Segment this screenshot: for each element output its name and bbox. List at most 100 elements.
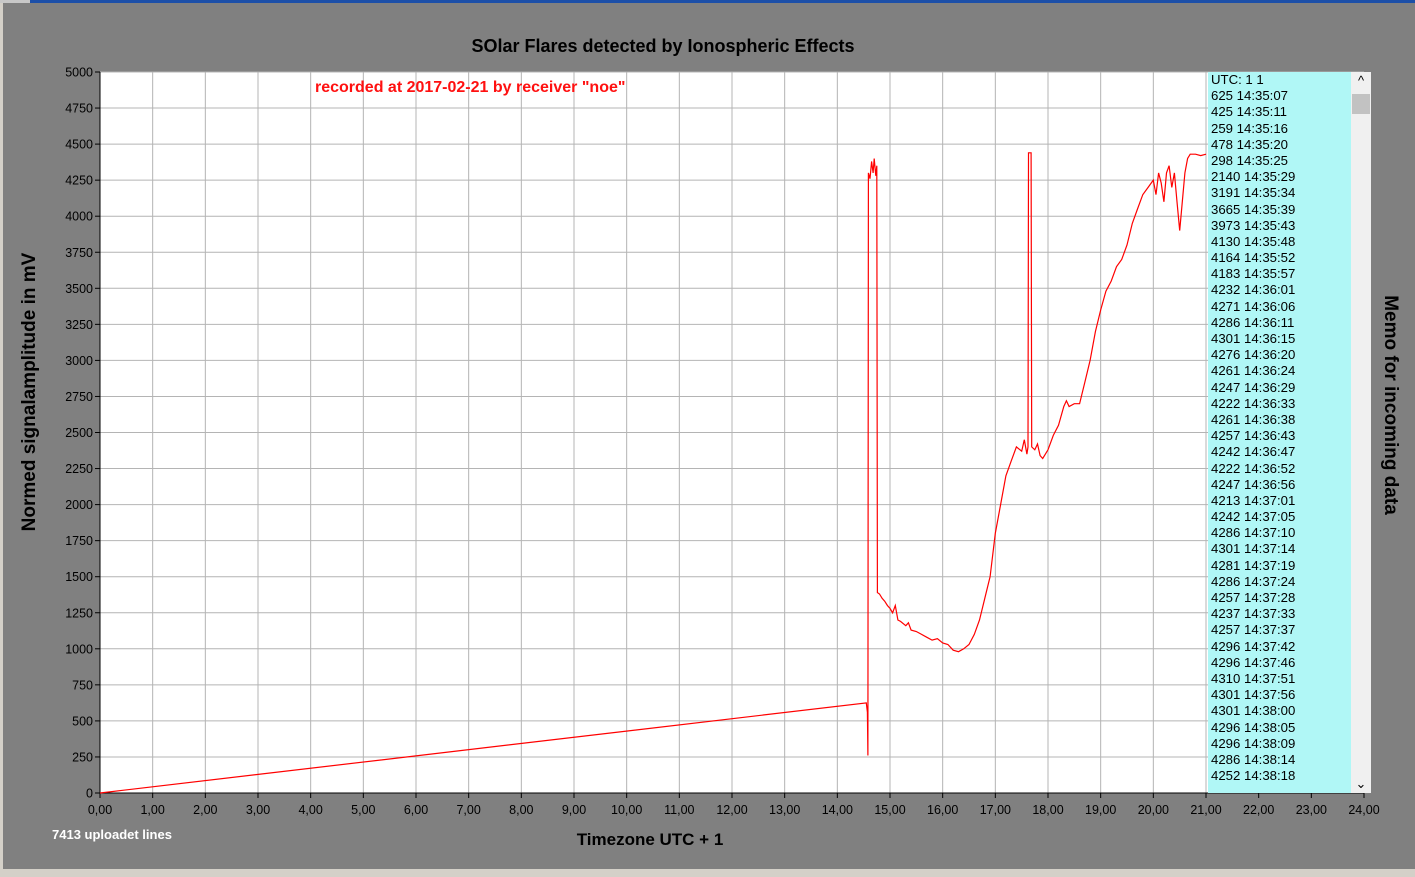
y-tick-label: 2750: [65, 390, 93, 404]
memo-line: 4257 14:37:37: [1211, 622, 1296, 638]
memo-line: 4222 14:36:33: [1211, 395, 1296, 411]
x-tick-label: 5,00: [351, 803, 375, 817]
x-tick-label: 6,00: [404, 803, 428, 817]
x-tick-label: 0,00: [88, 803, 112, 817]
tick-labels: 0,00 1,00 2,00 3,00 4,00 5,00 6,00 7,00 8,00 9,00…: [65, 66, 1380, 818]
signal-series-line: [99, 152, 1207, 794]
x-tick-label: 23,00: [1296, 803, 1327, 817]
scroll-thumb[interactable]: [1352, 94, 1370, 114]
memo-line: 4301 14:36:15: [1211, 331, 1296, 346]
x-tick-label: 19,00: [1085, 803, 1116, 817]
memo-line: 4261 14:36:24: [1211, 363, 1296, 379]
memo-line: 4247 14:36:29: [1211, 379, 1296, 395]
memo-line: 4301 14:37:14: [1211, 541, 1296, 557]
memo-line: 259 14:35:16: [1211, 120, 1289, 136]
x-tick-label: 21,00: [1190, 803, 1221, 817]
memo-line: 4130 14:35:48: [1211, 233, 1296, 249]
window-icon: [0, 0, 30, 3]
memo-line: 4296 14:38:05: [1211, 719, 1296, 735]
x-tick-label: 11,00: [664, 803, 694, 817]
x-tick-label: 10,00: [611, 803, 642, 817]
memo-line: UTC: 1 1: [1211, 72, 1264, 87]
memo-panel[interactable]: UTC: 1 1 625 14:35:07 425 14:35:11 259 14:3…: [1208, 72, 1371, 793]
y-tick-label: 1750: [65, 534, 93, 548]
memo-line: 4296 14:38:09: [1211, 735, 1296, 751]
x-tick-label: 24,00: [1348, 803, 1379, 817]
x-tick-label: 20,00: [1138, 803, 1169, 817]
memo-line: 4247 14:36:56: [1211, 476, 1296, 492]
memo-line: 4310 14:37:51: [1211, 670, 1296, 686]
y-tick-label: 3000: [65, 354, 93, 368]
window-frame-left: [0, 3, 3, 877]
x-tick-label: 15,00: [874, 803, 905, 817]
x-tick-label: 18,00: [1032, 803, 1063, 817]
window-frame-bottom: [0, 869, 1415, 877]
x-tick-label: 4,00: [298, 803, 322, 817]
y-tick-label: 0: [86, 787, 93, 801]
memo-line: 4286 14:36:11: [1211, 314, 1295, 330]
y-tick-label: 500: [72, 714, 93, 728]
scroll-down-arrow-icon[interactable]: ⌄: [1355, 776, 1367, 791]
memo-line: 625 14:35:07: [1211, 88, 1289, 104]
x-tick-label: 8,00: [509, 803, 533, 817]
y-tick-label: 250: [72, 750, 93, 764]
x-tick-label: 1,00: [140, 803, 164, 817]
memo-line: 4301 14:37:56: [1211, 687, 1296, 703]
axes: [95, 71, 1365, 798]
y-tick-label: 2500: [65, 426, 93, 440]
memo-text-list: UTC: 1 1 625 14:35:07 425 14:35:11 259 14:3…: [1211, 72, 1351, 784]
memo-line: 4257 14:37:28: [1211, 590, 1296, 605]
chart-title: SOlar Flares detected by Ionospheric Eff…: [471, 36, 855, 56]
window-title-bar: [0, 0, 1415, 3]
memo-line: 4257 14:36:43: [1211, 428, 1296, 444]
memo-line: 4286 14:38:14: [1211, 751, 1296, 767]
memo-line: 3665 14:35:39: [1211, 201, 1296, 217]
scroll-up-arrow-icon[interactable]: ^: [1357, 73, 1365, 88]
memo-line: 4296 14:37:42: [1211, 638, 1296, 654]
memo-line: 4237 14:37:33: [1211, 606, 1296, 622]
uploaded-lines-status: 7413 uploadet lines: [52, 827, 172, 842]
memo-line: 478 14:35:20: [1211, 136, 1289, 152]
memo-line: 4286 14:37:10: [1211, 525, 1296, 541]
x-tick-label: 14,00: [822, 803, 853, 817]
y-tick-label: 3500: [65, 282, 93, 296]
x-tick-label: 12,00: [716, 803, 747, 817]
memo-line: 4222 14:36:52: [1211, 460, 1296, 476]
x-tick-label: 16,00: [927, 803, 958, 817]
memo-line: 4242 14:37:05: [1211, 509, 1296, 525]
memo-line: 4252 14:38:18: [1211, 768, 1296, 784]
memo-line: 4183 14:35:57: [1211, 266, 1296, 282]
y-tick-label: 4250: [65, 174, 93, 188]
memo-line: 3973 14:35:43: [1211, 217, 1296, 233]
memo-line: 298 14:35:25: [1211, 152, 1289, 168]
x-tick-label: 3,00: [246, 803, 270, 817]
y-tick-label: 1250: [65, 606, 93, 620]
x-tick-label: 7,00: [456, 803, 480, 817]
recording-annotation: recorded at 2017-02-21 by receiver "noe": [315, 79, 626, 96]
memo-line: 4164 14:35:52: [1211, 250, 1296, 266]
y-axis-label: Normed signalamplitude in mV: [19, 252, 40, 532]
y-tick-label: 1500: [65, 570, 93, 584]
y-tick-label: 4500: [65, 138, 93, 152]
memo-line: 2140 14:35:29: [1211, 169, 1296, 185]
y-tick-label: 1000: [65, 642, 93, 656]
memo-line: 4271 14:36:06: [1211, 298, 1296, 314]
y-tick-label: 3250: [65, 318, 93, 332]
y-tick-label: 2000: [65, 498, 93, 512]
x-tick-label: 22,00: [1243, 803, 1274, 817]
x-tick-label: 9,00: [562, 803, 586, 817]
memo-line: 4232 14:36:01: [1211, 282, 1296, 298]
memo-scrollbar[interactable]: ^ ⌄: [1351, 72, 1371, 793]
x-tick-label: 17,00: [980, 803, 1011, 817]
memo-line: 4281 14:37:19: [1211, 557, 1296, 573]
memo-line: 4242 14:36:47: [1211, 444, 1296, 460]
y-tick-label: 4000: [65, 210, 93, 224]
memo-line: 4296 14:37:46: [1211, 654, 1296, 670]
memo-line: 3191 14:35:34: [1211, 185, 1296, 201]
y-tick-label: 3750: [65, 246, 93, 260]
x-axis-label: Timezone UTC + 1: [576, 830, 724, 849]
memo-line: 4276 14:36:20: [1211, 347, 1296, 363]
x-tick-label: 13,00: [769, 803, 800, 817]
memo-line: 4261 14:36:38: [1211, 411, 1296, 427]
